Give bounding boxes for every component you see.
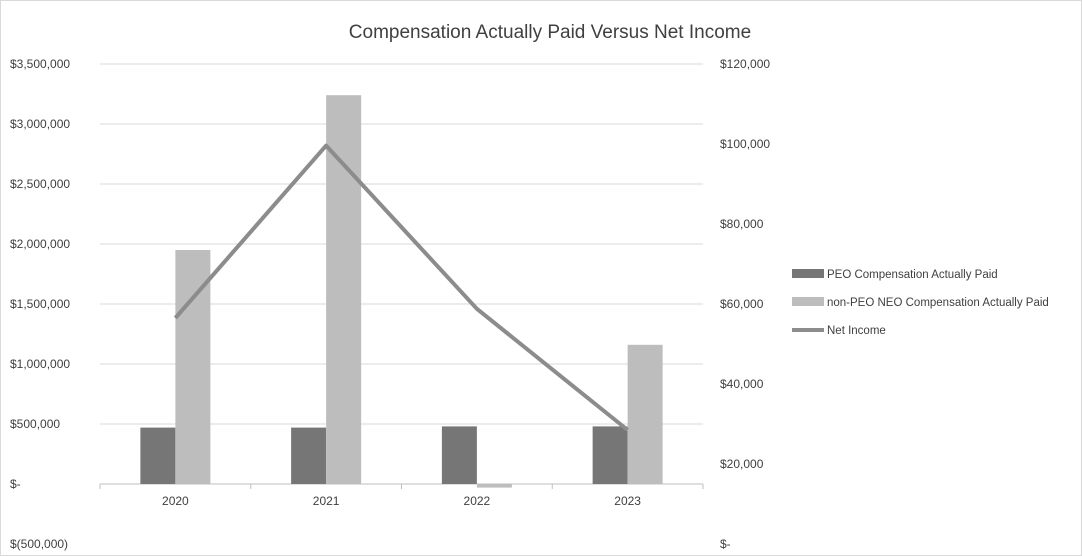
right-axis-ticks: $120,000 $100,000 $80,000 $60,000 $40,000 $20… (720, 57, 770, 551)
legend-label: PEO Compensation Actually Paid (827, 269, 998, 281)
x-tick-label: 2021 (313, 494, 340, 508)
line-series (173, 143, 629, 432)
bar-non-peo-2023 (627, 344, 663, 484)
bar-peo-2020 (140, 427, 176, 484)
net-income-line (173, 143, 629, 432)
x-tick-label: 2023 (614, 494, 641, 508)
right-tick-label: $60,000 (720, 297, 764, 311)
bar-non-peo-2021 (326, 95, 362, 484)
bar-peo-2023 (592, 426, 628, 484)
left-tick-label: $500,000 (10, 417, 60, 431)
right-tick-label: $80,000 (720, 217, 764, 231)
left-axis-ticks: $3,500,000 $3,000,000 $2,500,000 $2,000,000… (10, 57, 70, 551)
right-tick-label: $100,000 (720, 137, 770, 151)
left-tick-label: $3,500,000 (10, 57, 70, 71)
right-tick-label: $40,000 (720, 377, 764, 391)
x-tick-label: 2020 (162, 494, 189, 508)
left-tick-label: $1,000,000 (10, 357, 70, 371)
bar-peo-2022 (441, 426, 477, 484)
left-tick-label: $2,500,000 (10, 177, 70, 191)
legend-label: non-PEO NEO Compensation Actually Paid (827, 297, 1049, 309)
right-tick-label: $20,000 (720, 457, 764, 471)
bar-series (140, 95, 663, 488)
legend-swatch (792, 297, 824, 306)
left-tick-label: $2,000,000 (10, 237, 70, 251)
right-tick-label: $120,000 (720, 57, 770, 71)
left-tick-label: $(500,000) (10, 537, 68, 551)
left-tick-label: $3,000,000 (10, 117, 70, 131)
left-tick-label: $1,500,000 (10, 297, 70, 311)
legend-label: Net Income (827, 325, 886, 337)
bar-non-peo-2022 (476, 484, 512, 488)
legend: PEO Compensation Actually Paid non-PEO NE… (792, 269, 1049, 337)
bar-peo-2021 (291, 427, 327, 484)
right-tick-label: $- (720, 537, 731, 551)
bar-non-peo-2020 (175, 250, 211, 484)
x-axis-ticks: 2020 2021 2022 2023 (162, 494, 641, 508)
left-tick-label: $- (10, 477, 21, 491)
legend-swatch (792, 269, 824, 278)
chart-title: Compensation Actually Paid Versus Net In… (349, 22, 751, 43)
x-tick-label: 2022 (464, 494, 491, 508)
